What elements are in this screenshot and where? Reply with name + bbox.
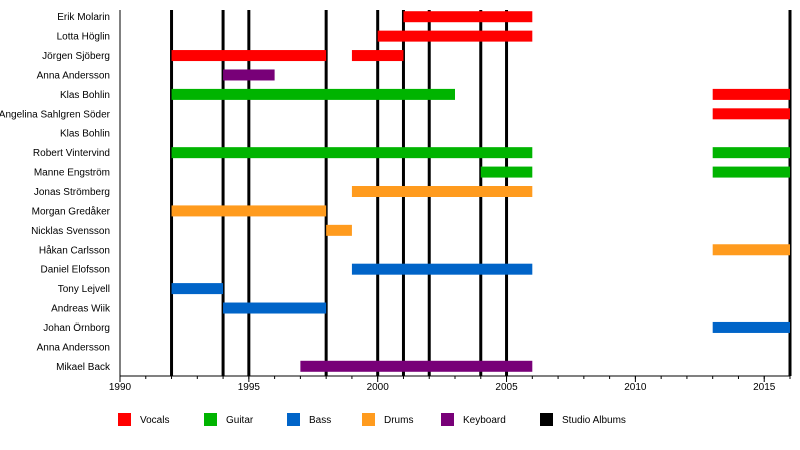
- member-label: Erik Molarin: [57, 12, 110, 23]
- legend-swatch-guitar: [204, 413, 217, 426]
- member-label: Håkan Carlsson: [39, 244, 110, 256]
- bar-drums-14: [326, 224, 352, 236]
- member-label: Nicklas Svensson: [31, 226, 110, 237]
- bar-drums-12: [351, 186, 533, 197]
- member-label: Morgan Gredåker: [32, 205, 111, 217]
- x-tick-label: 1990: [109, 382, 132, 393]
- bar-drums-13: [171, 205, 327, 217]
- member-label: Klas Bohlin: [60, 90, 110, 101]
- legend-swatch-bass: [287, 413, 300, 426]
- legend-label-drums: Drums: [384, 415, 413, 426]
- bar-guitar-8: [171, 147, 533, 159]
- member-label: Daniel Elofsson: [41, 265, 110, 276]
- x-tick-label: 1995: [238, 382, 261, 393]
- legend-swatch-keyboard: [441, 413, 454, 426]
- x-tick-label: 2000: [367, 382, 390, 393]
- member-labels: Erik Molarin Lotta Höglin Jörgen Sjöberg An…: [0, 12, 111, 373]
- member-label: Angelina Sahlgren Söder: [0, 109, 111, 120]
- member-label: Andreas Wiik: [51, 304, 111, 315]
- legend-swatch-albums: [540, 413, 553, 426]
- member-label: Lotta Höglin: [57, 32, 110, 43]
- bar-vocals-6: [712, 88, 790, 100]
- member-label: Johan Örnborg: [43, 322, 110, 334]
- legend-label-keyboard: Keyboard: [463, 415, 506, 426]
- x-tick-labels: 1990 1995 2000 2005 2010 2015: [109, 376, 776, 393]
- bar-bass-17: [171, 283, 224, 295]
- legend-label-vocals: Vocals: [140, 415, 169, 426]
- member-label: Anna Andersson: [37, 342, 110, 353]
- bar-vocals-1: [377, 30, 533, 42]
- member-label: Tony Lejvell: [58, 284, 110, 295]
- legend-label-guitar: Guitar: [226, 415, 254, 426]
- member-label: Jonas Strömberg: [34, 187, 110, 198]
- bar-bass-19: [712, 321, 790, 333]
- bar-guitar-10: [480, 166, 533, 178]
- x-tick-label: 2015: [753, 382, 776, 393]
- bar-drums-15: [712, 244, 790, 256]
- bar-bass-16: [351, 263, 533, 275]
- bar-guitar-11: [712, 166, 790, 178]
- legend-label-albums: Studio Albums: [562, 415, 626, 426]
- member-label: Mikael Back: [56, 362, 111, 373]
- member-label: Anna Andersson: [37, 70, 110, 81]
- bar-vocals-2: [171, 50, 327, 62]
- bar-vocals-0: [403, 11, 533, 23]
- bar-bass-18: [223, 302, 327, 314]
- member-label: Robert Vintervind: [33, 148, 110, 159]
- member-label: Klas Bohlin: [60, 129, 110, 140]
- member-label: Manne Engström: [34, 168, 110, 179]
- bar-guitar-5: [171, 88, 456, 100]
- member-label: Jörgen Sjöberg: [42, 51, 110, 62]
- bar-vocals-7: [712, 108, 790, 120]
- x-tick-label: 2005: [495, 382, 518, 393]
- legend: Vocals Guitar Bass Drums Keyboard Studio Albu…: [118, 413, 626, 426]
- bar-keyboard-4: [223, 69, 275, 81]
- member-bars: [171, 11, 790, 372]
- bar-keyboard-20: [300, 360, 533, 372]
- legend-swatch-drums: [362, 413, 375, 426]
- bar-guitar-9: [712, 147, 790, 159]
- bar-vocals-3: [351, 50, 404, 62]
- legend-swatch-vocals: [118, 413, 131, 426]
- x-tick-label: 2010: [624, 382, 647, 393]
- legend-label-bass: Bass: [309, 415, 331, 426]
